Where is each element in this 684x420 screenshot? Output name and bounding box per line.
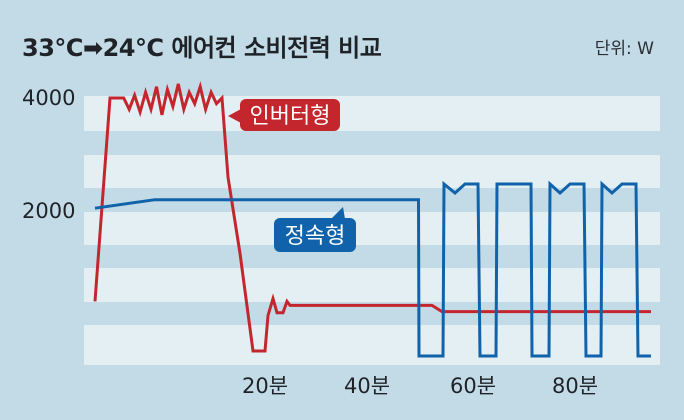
series-lines — [93, 81, 651, 358]
background-bands — [84, 96, 660, 365]
callout-pointer — [228, 109, 241, 123]
unit-label: 단위: W — [594, 39, 654, 59]
callout-pointer — [331, 207, 345, 219]
x-tick-label: 20분 — [242, 374, 288, 398]
chart-title: 33℃➡24℃ 에어컨 소비전력 비교 — [22, 34, 382, 62]
callout-box — [274, 218, 356, 252]
x-axis-ticks: 20분 40분 60분 80분 — [242, 374, 598, 398]
callout-inverter: 인버터형 — [228, 99, 340, 131]
y-axis-ticks: 2000 4000 — [22, 86, 75, 223]
series-line-fixed-speed — [94, 180, 651, 358]
x-tick-label: 80분 — [552, 374, 598, 398]
callout-label: 인버터형 — [250, 104, 331, 129]
y-tick-label: 4000 — [22, 86, 75, 110]
series-line-inverter — [93, 81, 651, 353]
grid-band — [84, 212, 660, 245]
y-tick-label: 2000 — [22, 199, 75, 223]
grid-band — [84, 268, 660, 302]
grid-band — [84, 155, 660, 188]
x-tick-label: 60분 — [450, 374, 496, 398]
grid-band — [84, 96, 660, 131]
grid-band — [84, 325, 660, 365]
callout-fixed-speed: 정속형 — [274, 207, 356, 252]
callout-box — [240, 99, 340, 131]
x-tick-label: 40분 — [344, 374, 390, 398]
callout-label: 정속형 — [285, 224, 346, 249]
